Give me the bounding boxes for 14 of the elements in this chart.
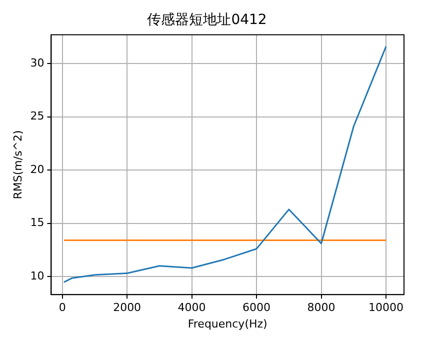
y-tick-label: 25	[30, 110, 44, 123]
x-tick-label: 2000	[113, 301, 142, 314]
y-tick-label: 20	[30, 162, 44, 176]
x-tick-label: 10000	[368, 301, 404, 314]
y-tick-label: 15	[30, 216, 44, 230]
x-tick-label: 4000	[178, 301, 206, 314]
y-tick-label: 30	[30, 56, 44, 70]
y-axis-title: RMS(m/s^2)	[11, 130, 24, 200]
y-tick-label: 10	[30, 269, 44, 282]
x-axis-title: Frequency(Hz)	[188, 317, 268, 330]
x-tick-label: 0	[58, 301, 66, 314]
x-tick-label: 8000	[307, 301, 336, 314]
chart-title: 传感器短地址0412	[147, 12, 267, 28]
x-tick-label: 6000	[242, 301, 271, 314]
